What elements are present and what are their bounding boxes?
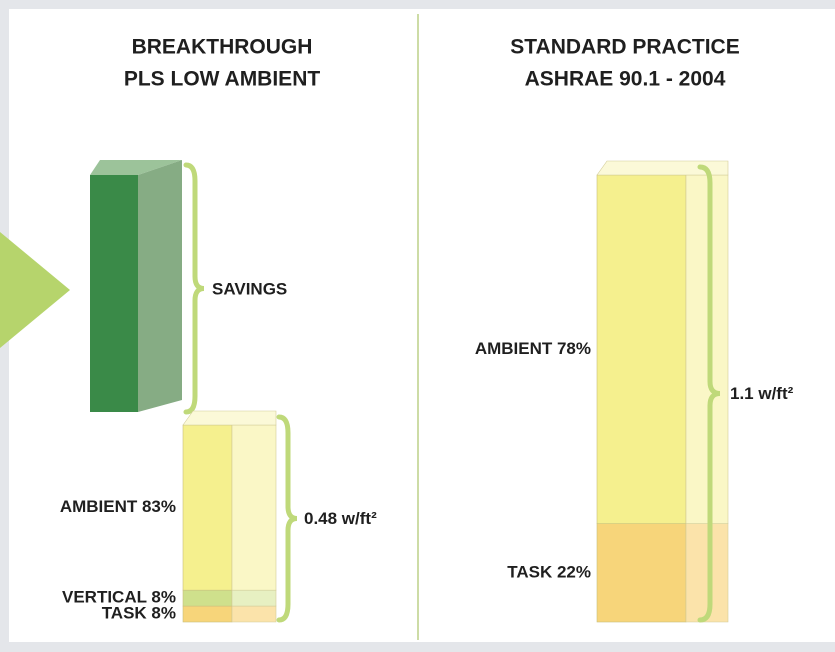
brace <box>276 414 298 623</box>
chart-title: STANDARD PRACTICE <box>510 36 739 59</box>
total-label: 0.48 w/ft² <box>304 509 377 528</box>
savings-label: SAVINGS <box>212 279 287 298</box>
segment-front <box>182 605 233 623</box>
segment-front <box>182 589 233 607</box>
segment-label: TASK 22% <box>507 562 591 581</box>
brace <box>697 164 721 623</box>
chart-title: ASHRAE 90.1 - 2004 <box>525 68 726 91</box>
savings-side <box>138 160 182 412</box>
bar-top <box>182 410 277 426</box>
segment-label: TASK 8% <box>102 604 176 623</box>
savings-top <box>90 160 182 175</box>
chart-title: PLS LOW AMBIENT <box>124 68 321 91</box>
segment-front <box>596 523 687 623</box>
segment-label: AMBIENT 78% <box>475 339 591 358</box>
segment-side <box>685 523 729 623</box>
segment-front <box>596 174 687 524</box>
segment-side <box>231 589 277 607</box>
segment-label: VERTICAL 8% <box>62 588 176 607</box>
brace <box>183 162 205 415</box>
segment-side <box>231 605 277 623</box>
segment-side <box>685 174 729 524</box>
bar-top <box>596 160 729 176</box>
chart-title: BREAKTHROUGH <box>132 36 313 59</box>
savings-front <box>90 175 138 412</box>
segment-label: AMBIENT 83% <box>60 497 176 516</box>
segment-front <box>182 424 233 591</box>
segment-side <box>231 424 277 591</box>
arrow <box>0 232 70 348</box>
total-label: 1.1 w/ft² <box>730 384 794 403</box>
